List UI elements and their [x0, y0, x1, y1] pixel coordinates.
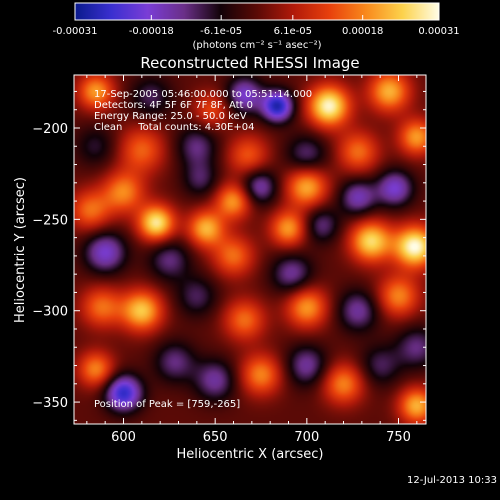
colorbar-tick-label: -0.00018: [129, 26, 174, 37]
x-axis-tick-label: 650: [203, 430, 228, 445]
colorbar-unit-label: (photons cm⁻² s⁻¹ asec⁻²): [192, 40, 321, 51]
annotation-time-range: 17-Sep-2005 05:46:00.000 to 05:51:14.000: [94, 89, 312, 100]
colorbar-tick-label: 6.1e-05: [274, 26, 312, 37]
annotation-peak-position: Position of Peak = [759,-265]: [94, 399, 240, 410]
annotation-detectors: Detectors: 4F 5F 6F 7F 8F, Att 0: [94, 100, 253, 111]
x-axis-ticks: 600 650 700 750: [86, 75, 418, 445]
y-axis-tick-label: −200: [32, 122, 68, 137]
x-axis-tick-label: 750: [386, 430, 411, 445]
colorbar: -0.00031 -0.00018 -6.1e-05 6.1e-05 0.00018 0.…: [53, 2, 460, 51]
x-axis-tick-label: 600: [111, 430, 136, 445]
colorbar-tick-label: 0.00018: [342, 26, 383, 37]
y-axis-tick-label: −250: [32, 213, 68, 228]
plot-frame: [73, 74, 427, 425]
y-axis-tick-label: −300: [32, 305, 68, 320]
colorbar-ticks: -0.00031 -0.00018 -6.1e-05 6.1e-05 0.00018 0.…: [53, 15, 460, 37]
y-axis-tick-label: −350: [32, 396, 68, 411]
footer-timestamp: 12-Jul-2013 10:33: [407, 475, 497, 486]
x-axis-label: Heliocentric X (arcsec): [177, 447, 324, 462]
y-axis-ticks: −200 −250 −300 −350: [32, 90, 426, 421]
x-axis-tick-label: 700: [294, 430, 319, 445]
heatmap-image: [74, 75, 426, 424]
colorbar-tick-label: -6.1e-05: [200, 26, 242, 37]
colorbar-gradient: [75, 3, 439, 20]
plot-area: 600 650 700 750 −200 −250 −300 −350: [32, 74, 427, 445]
y-axis-label: Heliocentric Y (arcsec): [13, 177, 28, 323]
colorbar-tick-label: 0.00031: [418, 26, 459, 37]
chart-title: Reconstructed RHESSI Image: [140, 54, 359, 72]
colorbar-frame: [74, 2, 440, 21]
annotation-total-counts: Clean Total counts: 4.30E+04: [94, 122, 254, 133]
annotation-energy-range: Energy Range: 25.0 - 50.0 keV: [94, 111, 247, 122]
colorbar-tick-label: -0.00031: [53, 26, 98, 37]
annotations: 17-Sep-2005 05:46:00.000 to 05:51:14.000…: [94, 89, 312, 410]
